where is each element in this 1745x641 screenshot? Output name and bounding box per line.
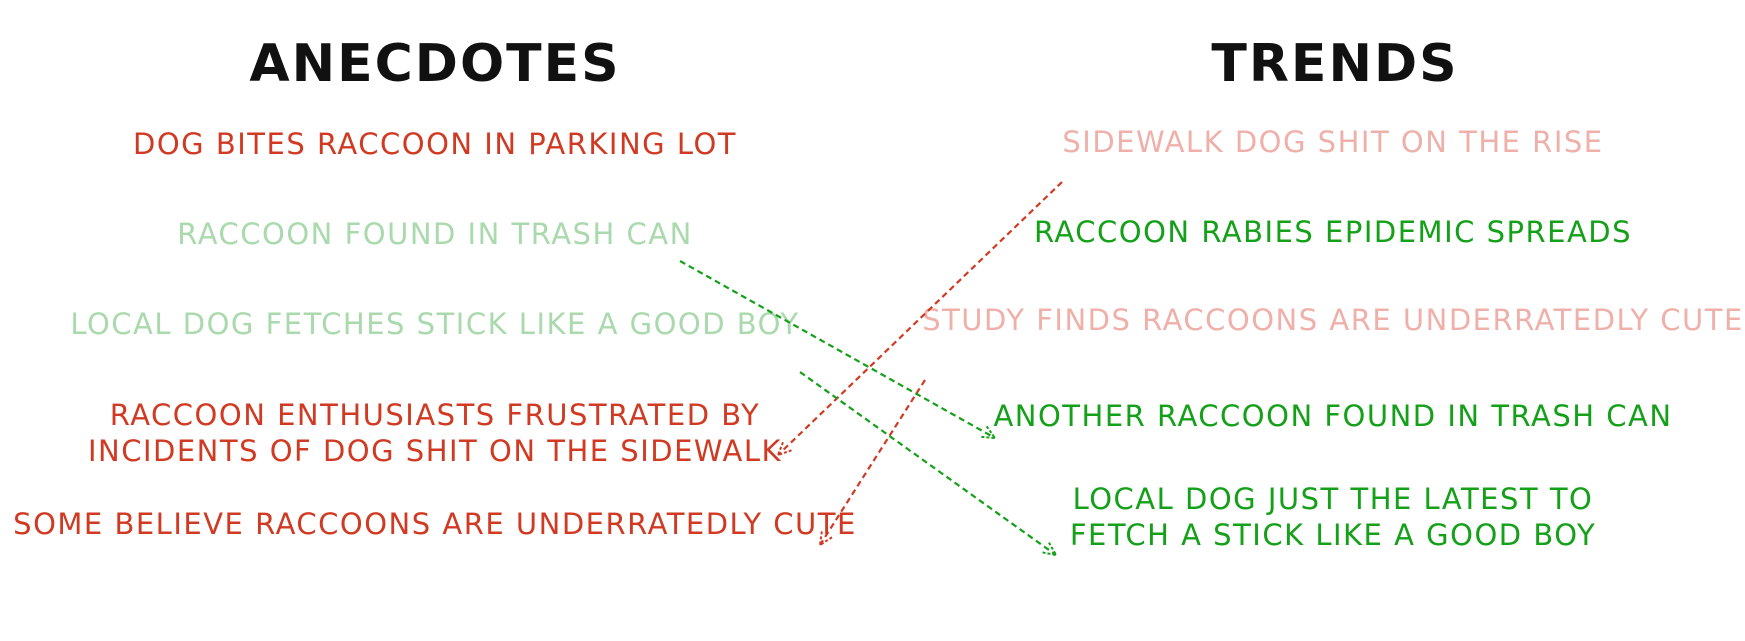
trend-local-dog-latest: LOCAL DOG JUST THE LATEST TO FETCH A STI… xyxy=(883,481,1745,553)
anecdote-some-believe-cute: SOME BELIEVE RACCOONS ARE UNDERRATEDLY C… xyxy=(13,507,857,541)
anecdote-raccoon-trash-can: RACCOON FOUND IN TRASH CAN xyxy=(177,217,693,251)
anecdote-dog-bites-raccoon: DOG BITES RACCOON IN PARKING LOT xyxy=(132,127,738,161)
trend-local-dog-latest-line1: LOCAL DOG JUST THE LATEST TO xyxy=(1072,482,1594,516)
trend-sidewalk-dog-shit: SIDEWALK DOG SHIT ON THE RISE xyxy=(1062,125,1604,159)
trends-heading: TRENDS xyxy=(1211,34,1459,94)
anecdotes-heading: ANECDOTES xyxy=(249,34,621,94)
trend-local-dog-latest-line2: FETCH A STICK LIKE A GOOD BOY xyxy=(1069,518,1597,552)
anecdote-raccoon-enthusiasts-line1: RACCOON ENTHUSIASTS FRUSTRATED BY xyxy=(109,398,761,432)
trend-another-raccoon-trash: ANOTHER RACCOON FOUND IN TRASH CAN xyxy=(993,399,1673,433)
trend-study-raccoons-cute: STUDY FINDS RACCOONS ARE UNDERRATEDLY CU… xyxy=(922,303,1744,337)
anecdote-local-dog-stick: LOCAL DOG FETCHES STICK LIKE A GOOD BOY xyxy=(70,307,800,341)
anecdote-raccoon-enthusiasts-line2: INCIDENTS OF DOG SHIT ON THE SIDEWALK xyxy=(87,434,783,468)
trend-raccoon-rabies: RACCOON RABIES EPIDEMIC SPREADS xyxy=(1033,215,1633,249)
anecdote-raccoon-enthusiasts: RACCOON ENTHUSIASTS FRUSTRATED BY INCIDE… xyxy=(0,397,885,469)
